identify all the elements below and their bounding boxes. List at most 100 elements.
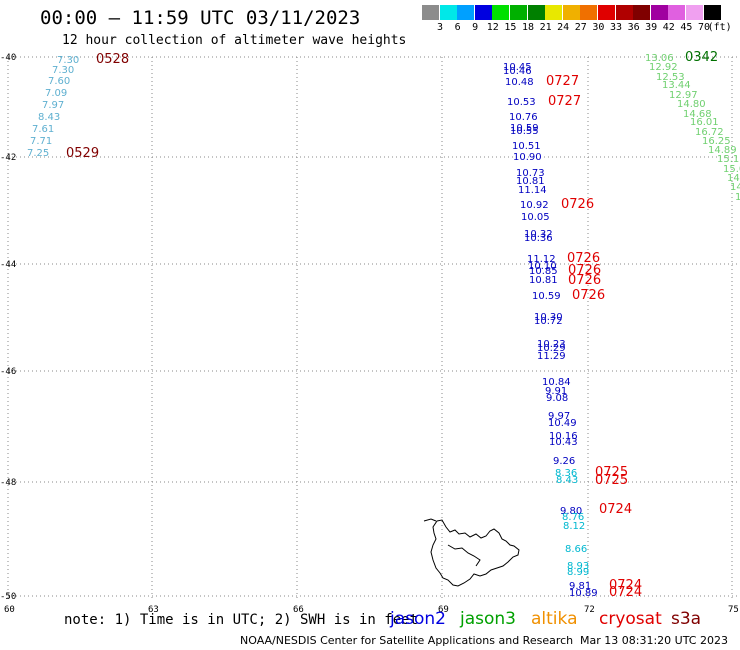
wave-height-value: 10.59 (510, 123, 539, 134)
wave-height-value: 10.81 (516, 176, 545, 187)
wave-height-value: 8.99 (567, 567, 589, 578)
wave-height-value: 13.06 (645, 53, 674, 64)
wave-height-value: 10.53 (507, 97, 536, 108)
legend-label: 3 (436, 22, 444, 33)
legend-swatch (633, 5, 651, 20)
legend-label: 45 (680, 22, 693, 33)
wave-height-value: 12.92 (649, 62, 678, 73)
wave-height-value: 10.46 (503, 66, 532, 77)
legend-swatch (527, 5, 545, 20)
pass-time-label: 0528 (96, 52, 129, 67)
footnote: note: 1) Time is in UTC; 2) SWH is in fe… (64, 612, 419, 628)
lon-label: 72 (584, 605, 595, 615)
legend-label: 30 (592, 22, 605, 33)
wave-height-value: 12.97 (669, 90, 698, 101)
pass-time-label: 0724 (599, 502, 632, 517)
legend-label: 42 (662, 22, 675, 33)
lon-label: 60 (4, 605, 15, 615)
lat-label: -42 (0, 153, 16, 163)
wave-height-value: 9.81 (569, 581, 591, 592)
satellite-s3a: s3a (671, 609, 702, 629)
pass-time-label: 0724 (609, 585, 642, 600)
wave-height-value: 10.59 (532, 291, 561, 302)
wave-height-value: 10.76 (509, 112, 538, 123)
legend-swatch (615, 5, 633, 20)
lat-label: -48 (0, 478, 16, 488)
wave-height-value: 14.89 (708, 145, 737, 156)
wave-height-value: 10.49 (548, 418, 577, 429)
wave-height-value: 10.51 (512, 141, 541, 152)
legend-swatch (668, 5, 686, 20)
pass-time-label: 0726 (567, 251, 600, 266)
legend-label: 12 (486, 22, 499, 33)
legend-swatch (492, 5, 510, 20)
satellite-altika: altika (531, 609, 578, 629)
satellite-cryosat: cryosat (599, 609, 662, 629)
lat-label: -44 (0, 260, 16, 270)
pass-time-label: 0726 (568, 273, 601, 288)
wave-height-value: 13.44 (662, 80, 691, 91)
legend-label: 24 (557, 22, 570, 33)
lat-label: -40 (0, 53, 16, 63)
legend-label: (ft) (707, 22, 732, 33)
wave-height-value: 7.60 (48, 76, 70, 87)
legend-swatch (686, 5, 703, 20)
map-title: 00:00 — 11:59 UTC 03/11/2023 (40, 7, 361, 29)
wave-height-value: 10.84 (542, 377, 571, 388)
pass-time-label: 0725 (595, 473, 628, 488)
wave-height-value: 10.72 (534, 316, 563, 327)
lon-label: 69 (438, 605, 449, 615)
wave-height-value: 10.55 (510, 126, 539, 137)
wave-height-value: 12.53 (656, 72, 685, 83)
island-west-spit (423, 518, 437, 522)
wave-height-value: 10.36 (524, 233, 553, 244)
wave-height-value: 10.90 (513, 152, 542, 163)
wave-height-value: 16.01 (690, 117, 719, 128)
legend-label: 6 (454, 22, 461, 33)
footer-timestamp: Mar 13 08:31:20 UTC 2023 (580, 634, 728, 647)
wave-height-value: 8.66 (565, 544, 587, 555)
pass-time-label: 0727 (548, 94, 581, 109)
wave-height-value: 7.25 (27, 148, 49, 159)
pass-time-label: 0726 (572, 288, 605, 303)
wave-height-value: 9.80 (560, 506, 582, 517)
wave-height-value: 15 (735, 192, 740, 203)
wave-height-value: 16.25 (702, 136, 731, 147)
lon-label: 75 (728, 605, 739, 615)
wave-height-value: 10.73 (516, 168, 545, 179)
wave-height-value: 14.68 (683, 109, 712, 120)
lon-label: 66 (293, 605, 304, 615)
wave-height-value: 10.85 (529, 266, 558, 277)
wave-height-value: 7.97 (42, 100, 64, 111)
wave-height-value: 15.15 (717, 154, 740, 165)
legend-swatch (457, 5, 475, 20)
satellite-jason2: jason2 (390, 609, 446, 629)
altimeter-tracks: 7.307.307.607.097.978.437.617.717.2510.4… (27, 50, 740, 600)
legend-swatch (580, 5, 598, 20)
legend-swatch (703, 5, 721, 20)
wave-height-value: 8.43 (556, 475, 578, 486)
legend-label: 27 (574, 22, 587, 33)
pass-time-label: 0724 (609, 578, 642, 593)
kerguelen-island (430, 519, 520, 587)
pass-time-label: 0342 (685, 50, 718, 65)
wave-height-value: 8.93 (567, 561, 589, 572)
legend-label: 15 (504, 22, 517, 33)
legend-label: 9 (472, 22, 479, 33)
legend-label: 39 (645, 22, 658, 33)
wave-height-value: 8.76 (562, 512, 584, 523)
wave-height-value: 7.30 (52, 65, 74, 76)
wave-height-value: 8.36 (555, 468, 577, 479)
lat-label: -46 (0, 367, 16, 377)
wave-height-value: 11.29 (537, 351, 566, 362)
pass-time-label: 0727 (546, 74, 579, 89)
wave-height-value: 7.09 (45, 88, 67, 99)
map-subtitle: 12 hour collection of altimeter wave hei… (62, 33, 407, 48)
wave-height-value: 8.43 (38, 112, 60, 123)
legend-label: 36 (627, 22, 640, 33)
wave-height-value: 10.45 (503, 62, 532, 73)
legend-swatch (650, 5, 668, 20)
wave-height-value: 10.10 (528, 261, 557, 272)
wave-height-value: 10.48 (505, 77, 534, 88)
